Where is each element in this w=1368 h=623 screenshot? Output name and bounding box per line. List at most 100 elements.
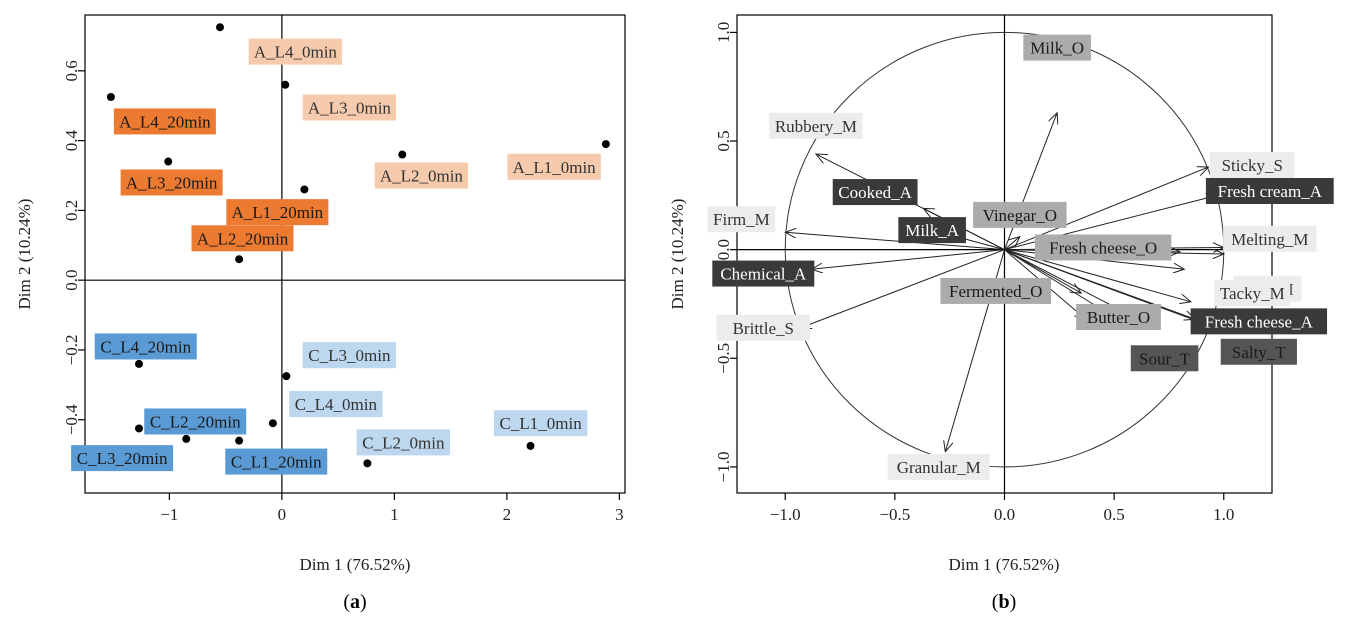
vector-label-tacky-m-box <box>1214 280 1291 307</box>
point-label-a-l1-0min: A_L1_0min <box>507 153 601 180</box>
y-tick-label-a: −0.2 <box>62 335 81 366</box>
x-tick-label-a: −1 <box>160 505 178 524</box>
point-c-l3-20min <box>135 424 143 433</box>
vector-label-melting-m-box <box>1223 225 1317 252</box>
y-tick-label-b: 1.0 <box>714 22 733 43</box>
vector-label-sticky-s: Sticky_S <box>1209 151 1295 178</box>
x-tick-label-b: 0.0 <box>994 505 1015 524</box>
point-a-l2-20min <box>235 255 244 264</box>
vector-label-milk-o-box <box>1023 34 1091 61</box>
point-label-c-l3-20min-box <box>71 445 174 472</box>
vector-label-milk-o-text: Milk_O <box>1030 39 1084 58</box>
vector-label-salty-t-text: Salty_T <box>1232 343 1286 362</box>
point-a-l1-20min <box>300 185 309 194</box>
point-label-c-l4-20min-box <box>94 333 197 360</box>
point-label-a-l4-20min-text: A_L4_20min <box>119 112 211 131</box>
point-label-a-l2-20min: A_L2_20min <box>191 225 294 252</box>
zero-lines-b <box>737 15 1272 493</box>
point-label-c-l1-0min-text: C_L1_0min <box>500 414 583 433</box>
vector-label-firm-m-text: Firm_M <box>713 210 770 229</box>
point-label-a-l4-0min: A_L4_0min <box>248 38 343 65</box>
vector-label-vinegar-o: Vinegar_O <box>973 201 1067 228</box>
vector-label-cooked-a-text: Cooked_A <box>838 183 912 202</box>
point-label-c-l3-20min-text: C_L3_20min <box>77 449 168 468</box>
point-label-a-l1-20min-box <box>226 199 329 226</box>
vector-chemical-a <box>812 249 1005 270</box>
vector-label-tacky-m: Tacky_M <box>1214 280 1291 307</box>
point-c-l3-0min <box>282 372 291 381</box>
vector-label-fresh-cheese-o-box <box>1034 234 1172 261</box>
vector-label-fermented-o: Fermented_O <box>940 277 1052 304</box>
x-tick-label-a: 1 <box>390 505 399 524</box>
vector-label-rubbery-m-box <box>769 112 863 139</box>
vector-label-vinegar-o-text: Vinegar_O <box>983 206 1058 225</box>
vector-label-vinegar-o-box <box>973 201 1067 228</box>
point-c-l2-20min <box>182 434 191 443</box>
point-a-l1-0min <box>601 140 610 149</box>
point-label-c-l2-0min-box <box>356 429 451 456</box>
vector-label-fresh-cheese-a: Fresh cheese_A <box>1190 308 1328 335</box>
vector-label-melting-m-text: Melting_M <box>1231 230 1308 249</box>
vector-label-brittle-s-box <box>716 314 811 341</box>
point-label-c-l1-20min: C_L1_20min <box>225 448 328 475</box>
point-a-l3-20min <box>164 157 173 166</box>
vector-label-chemical-a-box <box>712 260 815 287</box>
panel-label-a: (a) <box>343 591 366 613</box>
point-label-a-l3-0min-text: A_L3_0min <box>308 98 392 117</box>
y-tick-label-a: −0.4 <box>62 404 81 435</box>
point-c-l2-0min <box>363 459 372 468</box>
vector-fermented-o <box>1004 249 1082 293</box>
vector-label-butter-o-box <box>1076 304 1161 331</box>
vector-label-salty-t-box <box>1220 338 1297 365</box>
x-tick-label-a: 2 <box>503 505 512 524</box>
point-label-c-l2-20min-text: C_L2_20min <box>150 412 241 431</box>
point-label-c-l1-20min-box <box>225 448 328 475</box>
point-label-c-l3-0min-box <box>302 342 397 369</box>
ticks-b: −1.0 −0.5 0.0 0.5 1.0 −1.0 −0.5 0.0 0.5 1.0 <box>714 22 1234 524</box>
point-label-a-l2-0min-box <box>374 162 469 189</box>
point-label-c-l2-0min: C_L2_0min <box>356 429 451 456</box>
x-axis-title-b: Dim 1 (76.52%) <box>949 555 1060 574</box>
vector-label-rubbery-m-text: Rubbery_M <box>775 117 857 136</box>
vector-salty-t <box>1004 249 1205 324</box>
point-label-a-l1-20min-text: A_L1_20min <box>232 203 324 222</box>
point-label-a-l3-20min-box <box>120 169 223 196</box>
point-label-c-l4-0min: C_L4_0min <box>289 391 383 418</box>
chart-panel-a: −1 0 1 2 3 −0.4 −0.2 0.0 0.2 0.4 0.6 A_L4_0min A_L3… <box>15 14 626 613</box>
point-label-a-l1-0min-box <box>507 153 601 180</box>
y-tick-label-a: 0.2 <box>62 200 81 221</box>
vector-label-fermented-o-box <box>940 277 1052 304</box>
vector-label-fresh-cheese-o-text: Fresh cheese_O <box>1049 238 1157 257</box>
y-tick-label-a: 0.6 <box>62 60 81 81</box>
point-c-l4-20min <box>135 359 143 368</box>
vector-label-butter-o-text: Butter_O <box>1087 308 1150 327</box>
point-a-l2-0min <box>398 150 407 159</box>
vector-label-fresh-cream-a-text: Fresh cream_A <box>1218 182 1323 201</box>
y-tick-label-a: 0.4 <box>62 129 81 151</box>
vector-label-butter-o: Butter_O <box>1076 304 1161 331</box>
plot-frame-a <box>84 14 626 494</box>
vector-label-cooked-a: Cooked_A <box>832 179 918 206</box>
vector-label-granular-m: Granular_M <box>887 453 990 480</box>
vector-label-fermented-o-text: Fermented_O <box>949 282 1042 301</box>
point-a-l4-20min <box>106 92 115 101</box>
vector-label-milk-a-box <box>898 217 966 244</box>
point-label-a-l3-20min: A_L3_20min <box>120 169 223 196</box>
vector-label-brittle-s-text: Brittle_S <box>733 319 794 338</box>
vector-brittle-s <box>801 249 1005 328</box>
vector-label-rubbery-m: Rubbery_M <box>769 112 863 139</box>
point-labels-a: A_L4_0min A_L3_0min A_L2_0min A_L1_0min A_L4… <box>71 38 601 475</box>
x-tick-label-b: −1.0 <box>770 505 801 524</box>
chart-panel-b: −1.0 −0.5 0.0 0.5 1.0 −1.0 −0.5 0.0 0.5 1.0 Milk_… <box>668 14 1334 613</box>
point-label-c-l4-20min: C_L4_20min <box>94 333 197 360</box>
y-tick-label-b: −0.5 <box>714 343 733 374</box>
vector-labels-b: Milk_O Rubbery_M Cooked_A Milk_A Vinegar_O Fi… <box>707 34 1334 480</box>
point-label-c-l1-20min-text: C_L1_20min <box>231 453 322 472</box>
point-label-c-l2-0min-text: C_L2_0min <box>362 433 445 452</box>
vector-firm-m <box>785 232 1005 251</box>
point-a-l3-0min <box>281 80 290 89</box>
vector-label-fresh-cream-a-box <box>1205 177 1334 204</box>
x-tick-label-b: 1.0 <box>1213 505 1234 524</box>
point-label-c-l3-20min: C_L3_20min <box>71 445 174 472</box>
